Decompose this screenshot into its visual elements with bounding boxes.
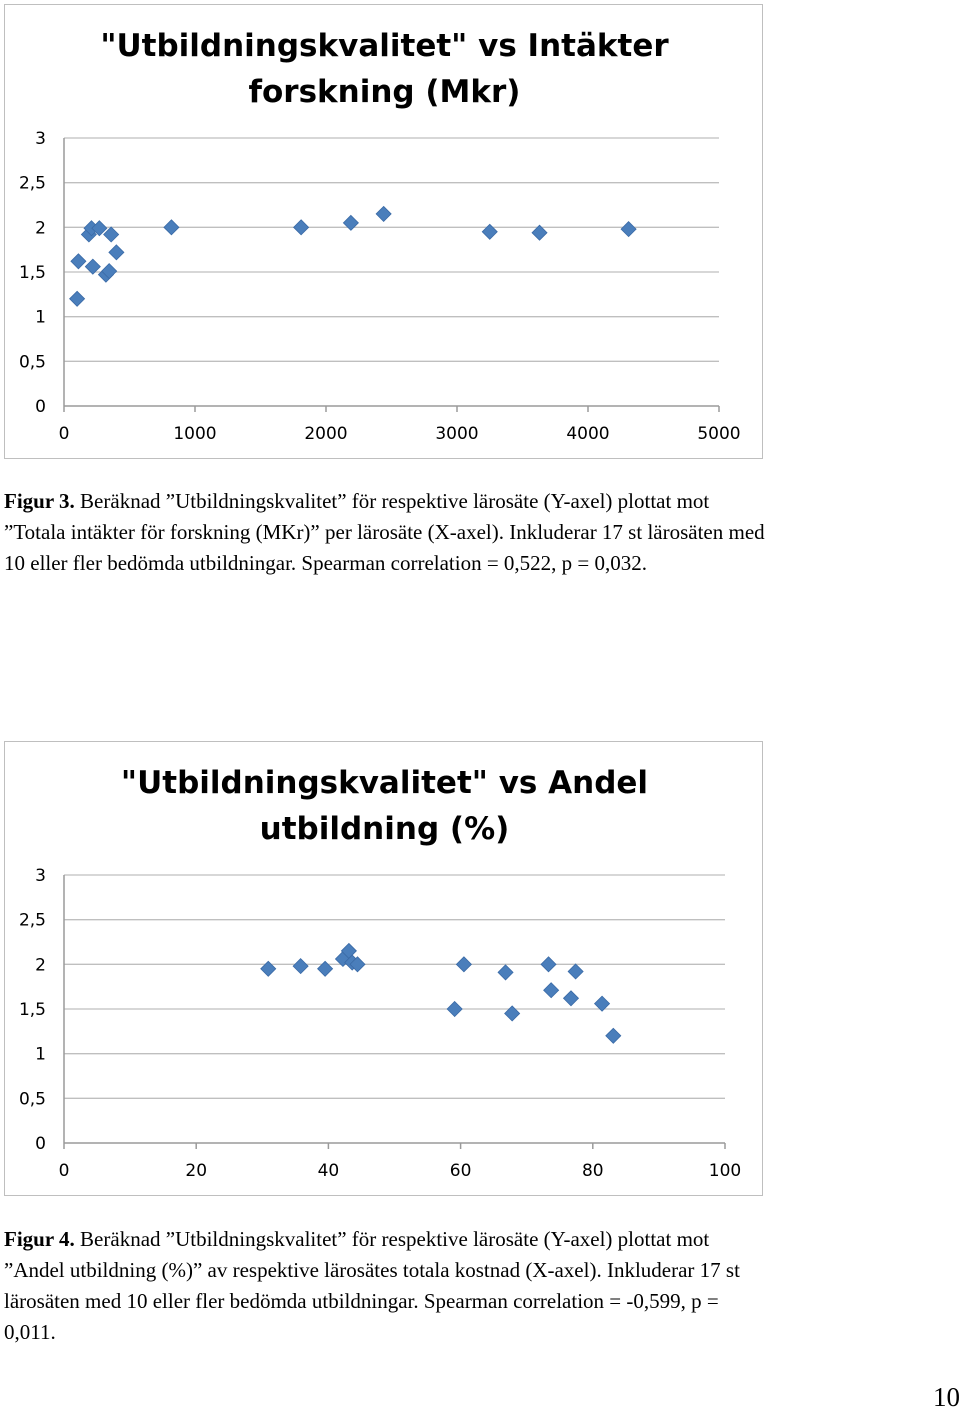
y-tick-label: 0 bbox=[35, 1134, 46, 1154]
figure-label: Figur 4. bbox=[4, 1227, 75, 1251]
data-point bbox=[108, 244, 125, 261]
data-point bbox=[543, 982, 560, 999]
data-point bbox=[593, 995, 611, 1012]
x-tick-label: 100 bbox=[709, 1161, 741, 1181]
y-tick-label: 0 bbox=[35, 397, 46, 417]
data-point bbox=[562, 990, 580, 1007]
y-tick-label: 2 bbox=[35, 218, 46, 238]
scatter-plot: 0 0,5 1 1,5 2 2,5 3 0 1000 2000 3000 4000 5000 bbox=[19, 129, 741, 444]
scatter-plot: 0 0,5 1 1,5 2 2,5 3 0 20 40 60 80 100 bbox=[19, 866, 741, 1181]
caption-text: Beräknad ”Utbildningskvalitet” för respe… bbox=[4, 1227, 740, 1344]
data-point bbox=[567, 963, 584, 980]
data-point bbox=[605, 1027, 622, 1044]
chart-title-line-2: forskning (Mkr) bbox=[248, 74, 521, 110]
y-tick-label: 0,5 bbox=[19, 352, 46, 372]
caption-text: Beräknad ”Utbildningskvalitet” för respe… bbox=[4, 489, 765, 575]
chart-research-income: "Utbildningskvalitet" vs Intäkter forskn… bbox=[4, 4, 763, 459]
figure-caption: Figur 4. Beräknad ”Utbildningskvalitet” … bbox=[4, 1224, 774, 1348]
data-point bbox=[292, 958, 309, 975]
chart-title-line-2: utbildning (%) bbox=[259, 811, 510, 847]
figure-label: Figur 3. bbox=[4, 489, 75, 513]
data-point bbox=[69, 290, 86, 307]
data-point bbox=[531, 224, 548, 241]
y-tick-label: 3 bbox=[35, 866, 46, 886]
x-tick-label: 20 bbox=[185, 1161, 207, 1181]
data-point bbox=[91, 220, 108, 237]
y-tick-label: 1 bbox=[35, 308, 46, 328]
y-tick-label: 2,5 bbox=[19, 174, 46, 194]
chart-education-share: "Utbildningskvalitet" vs Andel utbildnin… bbox=[4, 741, 763, 1196]
x-tick-label: 40 bbox=[318, 1161, 340, 1181]
chart-title-line-1: "Utbildningskvalitet" vs Intäkter bbox=[100, 28, 669, 64]
data-point bbox=[349, 956, 366, 973]
data-point bbox=[455, 956, 472, 973]
y-tick-label: 3 bbox=[35, 129, 46, 149]
data-point bbox=[342, 214, 359, 231]
x-tick-label: 5000 bbox=[697, 424, 740, 444]
x-tick-label: 0 bbox=[59, 424, 70, 444]
y-tick-label: 0,5 bbox=[19, 1089, 46, 1109]
x-tick-label: 4000 bbox=[566, 424, 609, 444]
data-point bbox=[260, 960, 277, 977]
data-point bbox=[70, 253, 87, 270]
y-tick-label: 2,5 bbox=[19, 911, 46, 931]
data-point bbox=[84, 258, 101, 275]
data-point bbox=[540, 956, 557, 973]
y-tick-label: 1 bbox=[35, 1045, 46, 1065]
data-point bbox=[497, 964, 514, 981]
data-point bbox=[103, 226, 120, 243]
x-tick-label: 0 bbox=[59, 1161, 70, 1181]
data-point bbox=[163, 219, 180, 236]
data-point bbox=[293, 219, 310, 236]
x-tick-label: 60 bbox=[450, 1161, 472, 1181]
page-number: 10 bbox=[933, 1382, 960, 1412]
chart-title: "Utbildningskvalitet" vs Andel utbildnin… bbox=[5, 760, 764, 852]
data-point bbox=[446, 1000, 463, 1018]
y-tick-label: 1,5 bbox=[19, 1000, 46, 1020]
data-point bbox=[101, 263, 118, 280]
data-point bbox=[504, 1005, 521, 1022]
data-point bbox=[375, 205, 392, 222]
x-tick-label: 3000 bbox=[435, 424, 478, 444]
chart-title: "Utbildningskvalitet" vs Intäkter forskn… bbox=[5, 23, 764, 115]
y-tick-label: 1,5 bbox=[19, 263, 46, 283]
x-tick-label: 1000 bbox=[173, 424, 216, 444]
x-tick-label: 2000 bbox=[304, 424, 347, 444]
y-tick-label: 2 bbox=[35, 955, 46, 975]
data-point bbox=[481, 223, 498, 240]
x-tick-label: 80 bbox=[582, 1161, 604, 1181]
chart-title-line-1: "Utbildningskvalitet" vs Andel bbox=[120, 765, 649, 801]
data-point bbox=[317, 960, 334, 977]
figure-caption: Figur 3. Beräknad ”Utbildningskvalitet” … bbox=[4, 486, 774, 579]
data-point bbox=[620, 221, 637, 238]
